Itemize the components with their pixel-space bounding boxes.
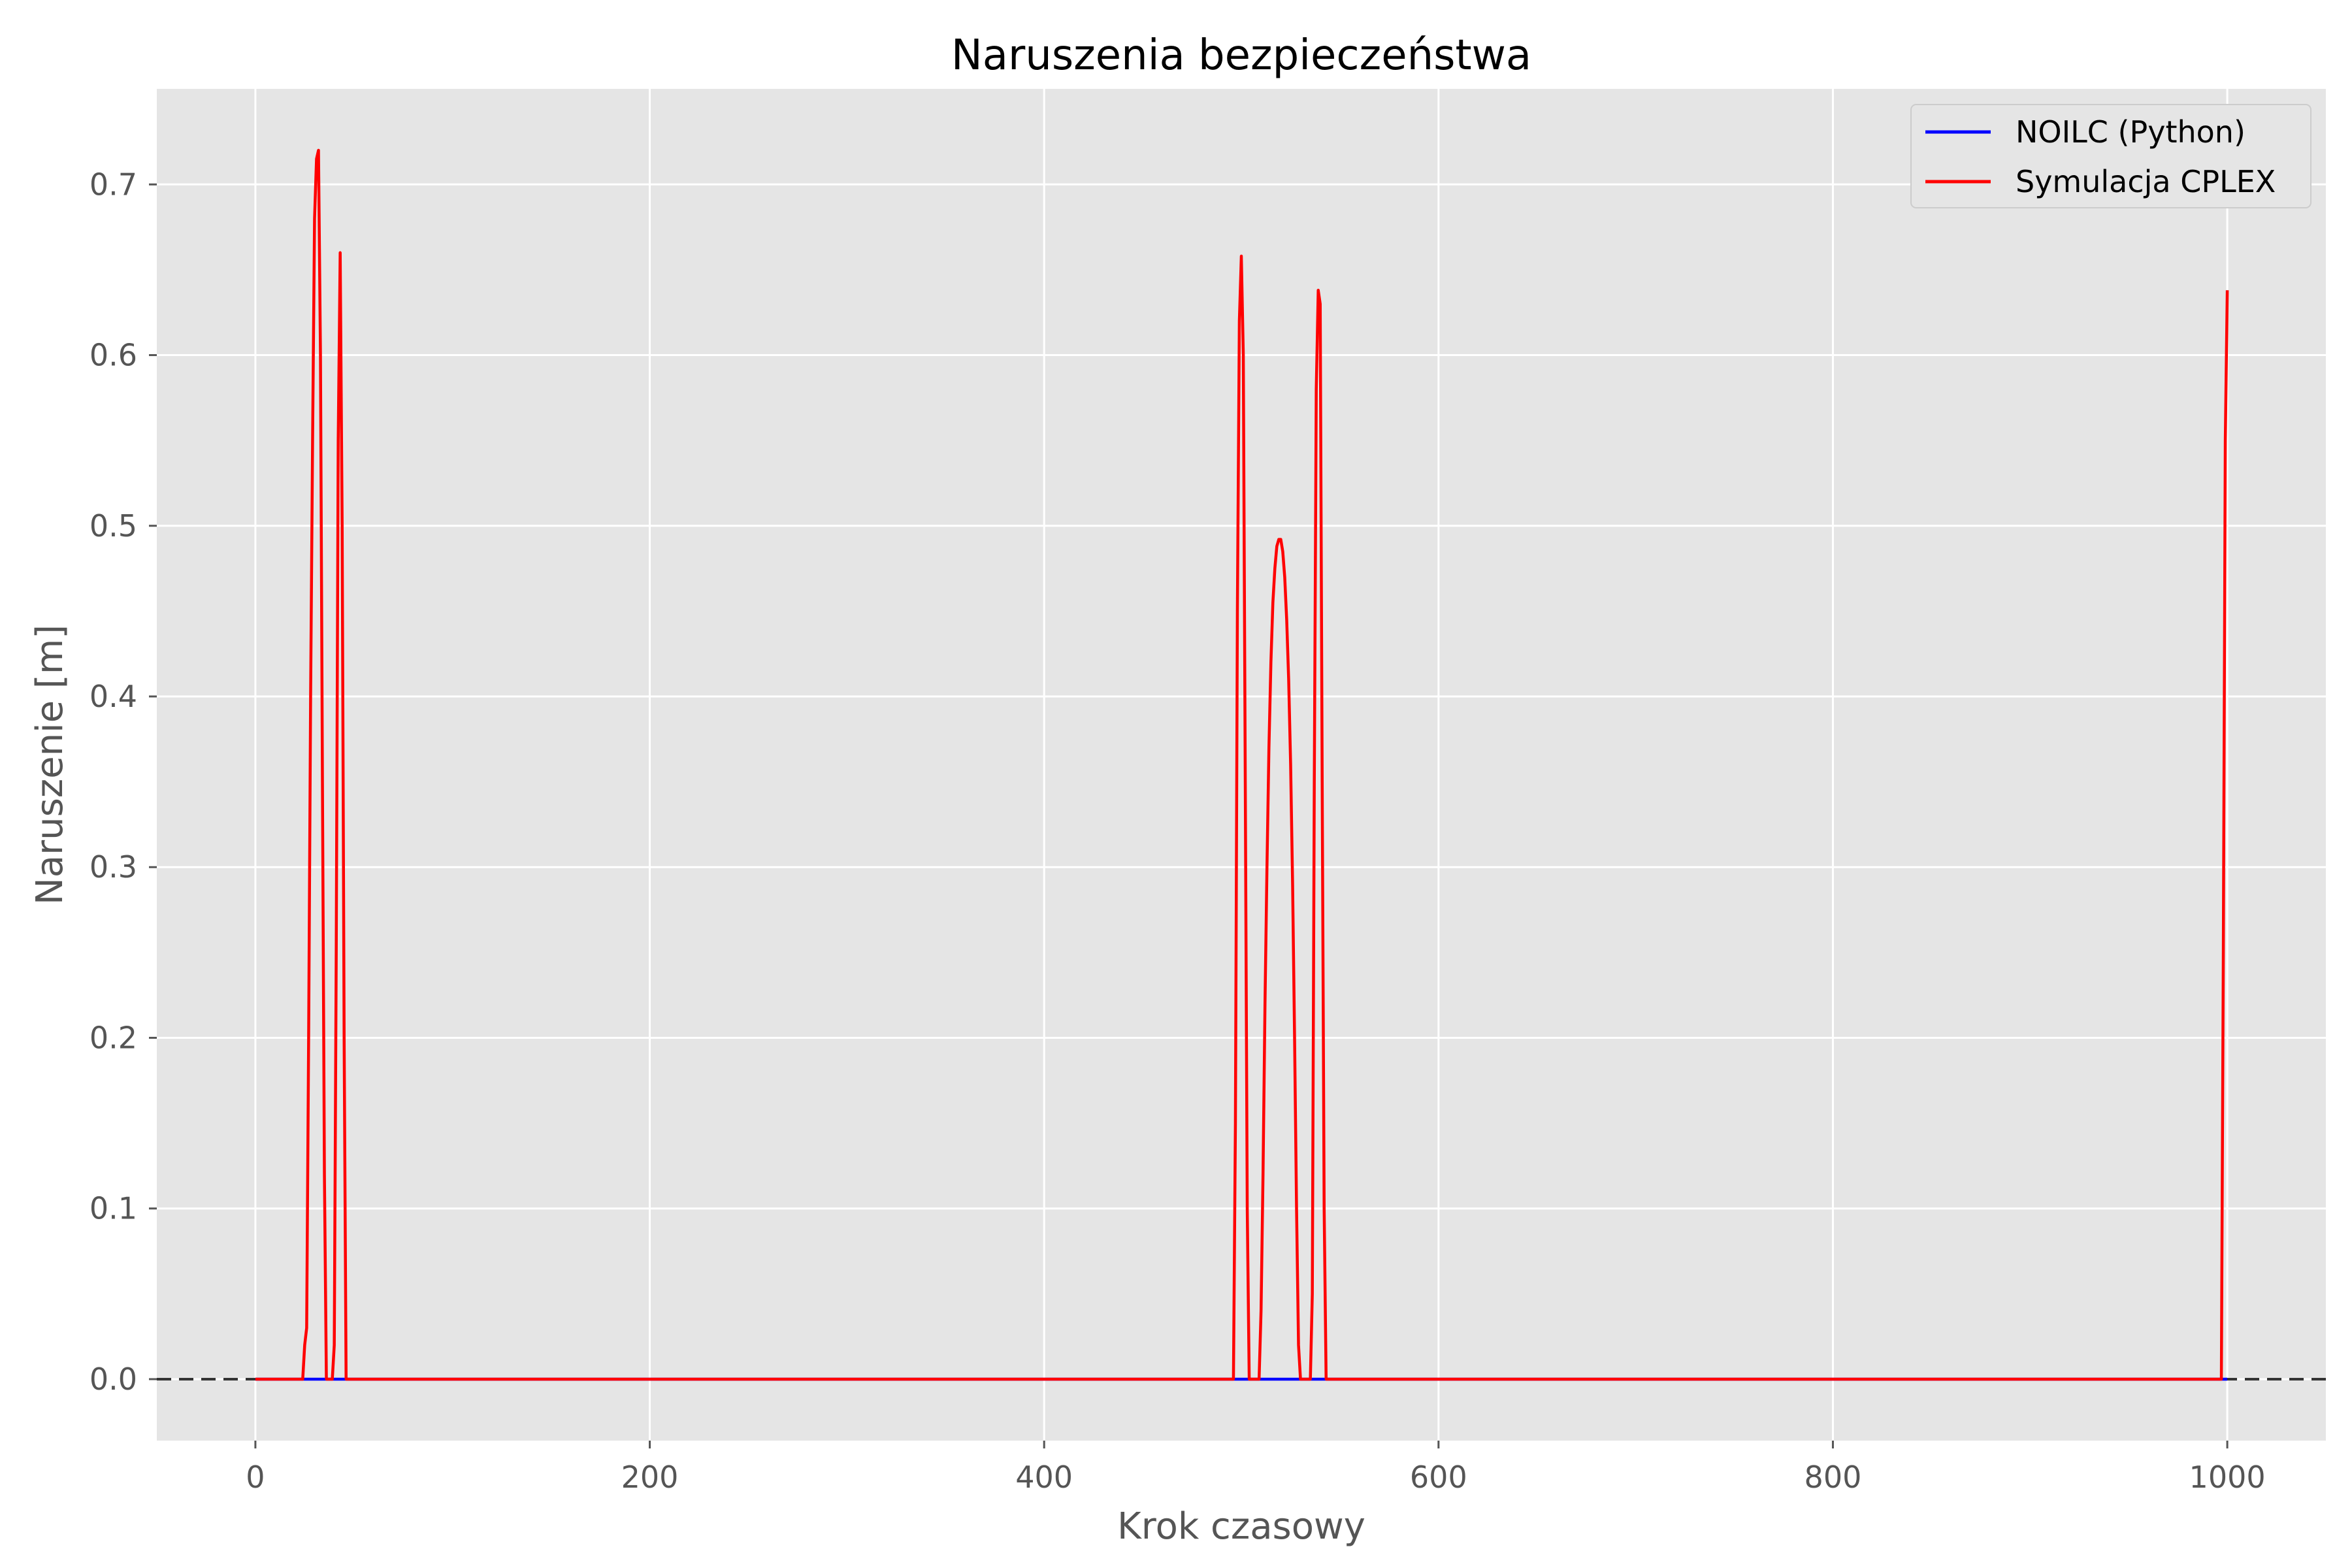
y-tick-label: 0.2	[90, 1020, 137, 1055]
x-tick-label: 0	[246, 1460, 265, 1495]
y-tick-label: 0.4	[90, 679, 137, 714]
series-line-cplex	[255, 148, 2229, 1381]
y-axis-label: Naruszenie [m]	[29, 625, 71, 905]
y-tick-label: 0.5	[90, 508, 137, 544]
x-tick-label: 1000	[2189, 1460, 2266, 1495]
x-tick-label: 400	[1015, 1460, 1073, 1495]
y-tick-label: 0.3	[90, 849, 137, 885]
legend-label-noilc: NOILC (Python)	[2016, 114, 2246, 150]
x-axis-label: Krok czasowy	[1117, 1505, 1365, 1548]
legend: NOILC (Python) Symulacja CPLEX	[1910, 104, 2311, 208]
x-tick-label: 600	[1410, 1460, 1467, 1495]
series-group	[255, 148, 2229, 1381]
legend-label-cplex: Symulacja CPLEX	[2016, 164, 2276, 199]
y-tick-label: 0.0	[90, 1362, 137, 1397]
x-tick-label: 200	[621, 1460, 679, 1495]
y-tick-label: 0.7	[90, 167, 137, 202]
chart-title: Naruszenia bezpieczeństwa	[951, 31, 1531, 80]
legend-box	[1910, 104, 2311, 208]
y-tick-label: 0.1	[90, 1191, 137, 1226]
x-tick-label: 800	[1805, 1460, 1862, 1495]
x-tick-labels: 0 200 400 600 800 1000	[246, 1441, 2266, 1495]
y-tick-label: 0.6	[90, 338, 137, 373]
y-tick-labels: 0.0 0.1 0.2 0.3 0.4 0.5 0.6 0.7	[90, 167, 157, 1397]
